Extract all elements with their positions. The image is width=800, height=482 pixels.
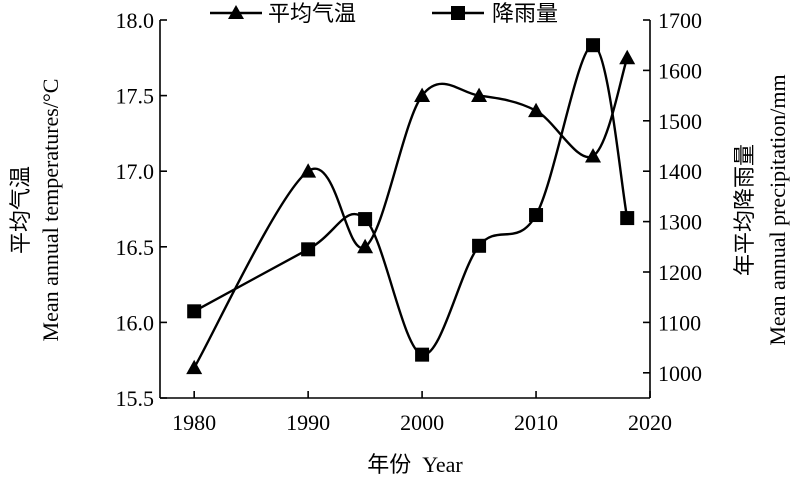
left-y-ticks: 15.5 16.0 16.5 17.0 17.5 18.0: [116, 8, 167, 411]
legend-label-temperature: 平均气温: [268, 2, 356, 27]
right-y-tick-label: 1200: [658, 260, 702, 285]
left-y-tick-label: 17.0: [116, 159, 155, 184]
right-y-axis-title-en: Mean annual precipitation/mm: [765, 74, 790, 345]
temperature-point: [186, 359, 203, 375]
precipitation-point: [187, 304, 202, 319]
right-y-tick-label: 1600: [658, 58, 702, 83]
right-y-ticks: 1000 1100 1200 1300 1400 1500 1600 1700: [643, 8, 702, 386]
x-tick-label: 1990: [286, 410, 330, 435]
precipitation-point: [620, 211, 635, 226]
right-y-tick-label: 1100: [658, 310, 701, 335]
left-y-tick-label: 17.5: [116, 84, 155, 109]
temperature-point: [414, 87, 431, 102]
temperature-point: [300, 163, 317, 178]
series-line-temperature: [193, 57, 629, 369]
left-y-tick-label: 15.5: [116, 386, 155, 411]
right-y-tick-label: 1300: [658, 210, 702, 235]
temperature-point: [619, 49, 636, 65]
series-line-precipitation: [193, 43, 629, 356]
left-y-tick-label: 16.5: [116, 235, 155, 260]
right-y-tick-label: 1000: [658, 361, 702, 386]
legend-square-marker: [451, 6, 465, 20]
left-y-tick-label: 16.0: [116, 310, 155, 335]
precipitation-point: [586, 38, 601, 53]
left-y-axis-title-cn: 平均气温: [8, 166, 33, 254]
x-tick-label: 2000: [400, 410, 444, 435]
right-y-tick-label: 1500: [658, 109, 702, 134]
precipitation-point: [415, 347, 430, 362]
left-y-axis-title-en: Mean annual temperatures/°C: [38, 79, 63, 342]
precipitation-point: [472, 238, 487, 253]
precipitation-point: [529, 208, 544, 223]
temperature-point: [471, 87, 488, 102]
right-y-axis-title-cn: 年平均降雨量: [732, 144, 757, 276]
x-tick-label: 2010: [514, 410, 558, 435]
left-y-tick-label: 18.0: [116, 8, 155, 33]
precipitation-point: [358, 212, 373, 227]
right-y-tick-label: 1700: [658, 8, 702, 33]
x-tick-label: 2020: [628, 410, 672, 435]
right-y-tick-label: 1400: [658, 159, 702, 184]
temperature-point: [585, 148, 602, 163]
x-tick-label: 1980: [172, 410, 216, 435]
x-axis-title: 年份 Year: [367, 452, 463, 477]
legend-label-precipitation: 降雨量: [492, 2, 558, 27]
legend-triangle-marker: [228, 5, 244, 19]
x-ticks: 1980 1990 2000 2010 2020: [172, 391, 672, 435]
precipitation-point: [301, 242, 316, 257]
legend: 平均气温 降雨量: [210, 2, 558, 27]
temperature-point: [357, 238, 374, 254]
temperature-point: [528, 102, 545, 118]
series-layer: [186, 38, 636, 375]
